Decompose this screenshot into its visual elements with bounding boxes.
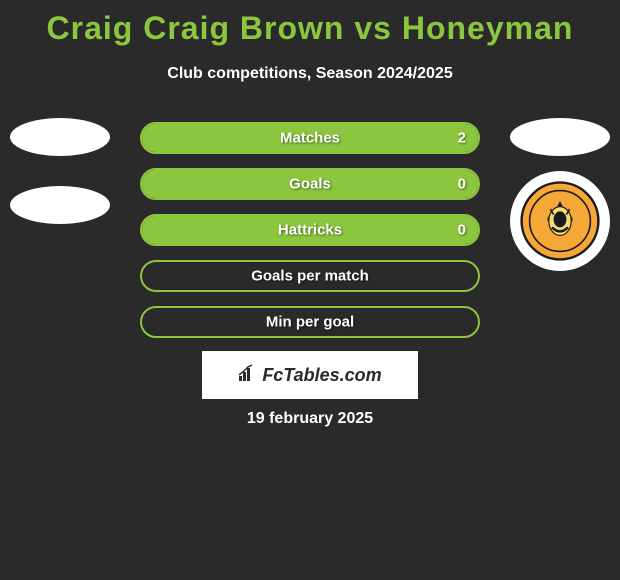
subtitle: Club competitions, Season 2024/2025	[0, 65, 620, 83]
team-crest	[510, 171, 610, 271]
stat-label: Hattricks	[278, 222, 342, 239]
chart-icon	[238, 364, 258, 387]
team-badge-placeholder	[510, 118, 610, 156]
fctables-logo[interactable]: FcTables.com	[202, 351, 418, 399]
stats-container: Matches 2 Goals 0 Hattricks 0 Goals per match M…	[140, 122, 480, 338]
page-title: Craig Craig Brown vs Honeyman	[0, 0, 620, 47]
alloa-crest-icon	[520, 181, 600, 261]
stat-row: Min per goal	[140, 306, 480, 338]
stat-label: Goals	[289, 176, 331, 193]
team-badge-placeholder	[10, 118, 110, 156]
stat-row: Goals per match	[140, 260, 480, 292]
team-badge-placeholder	[10, 186, 110, 224]
stat-label: Min per goal	[266, 314, 354, 331]
left-team-badges	[10, 118, 110, 224]
stat-value: 2	[458, 130, 466, 147]
stat-label: Matches	[280, 130, 340, 147]
stat-row: Matches 2	[140, 122, 480, 154]
date-label: 19 february 2025	[0, 410, 620, 428]
stat-value: 0	[458, 222, 466, 239]
stat-row: Hattricks 0	[140, 214, 480, 246]
logo-text: FcTables.com	[262, 365, 381, 386]
stat-label: Goals per match	[251, 268, 369, 285]
stat-row: Goals 0	[140, 168, 480, 200]
right-team-badges	[510, 118, 610, 271]
stat-value: 0	[458, 176, 466, 193]
